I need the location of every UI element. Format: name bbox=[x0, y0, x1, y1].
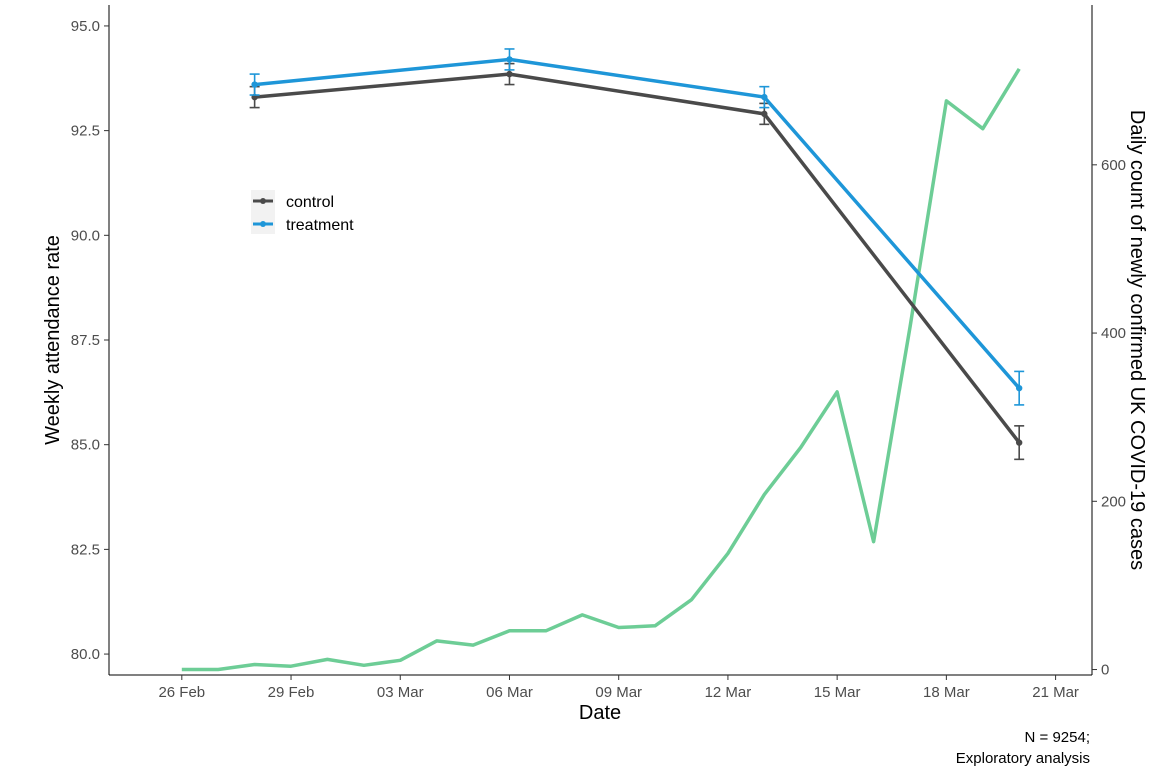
plot-lines bbox=[181, 48, 1025, 672]
x-tick-label: 06 Mar bbox=[486, 684, 533, 701]
y-tick-label: 85.0 bbox=[71, 437, 100, 454]
caption-line-1: N = 9254; bbox=[1025, 729, 1090, 746]
y-tick-label: 80.0 bbox=[71, 646, 100, 663]
x-tick-label: 21 Mar bbox=[1032, 684, 1079, 701]
legend-dot-treatment bbox=[260, 221, 266, 227]
point-control bbox=[1015, 439, 1023, 446]
series-line-covid-cases bbox=[181, 67, 1021, 672]
point-treatment bbox=[506, 56, 513, 63]
y2-ticks: 0 200 400 600 bbox=[1092, 157, 1126, 679]
y-tick-label: 95.0 bbox=[71, 18, 100, 35]
x-ticks: 26 Feb 29 Feb 03 Mar 06 Mar 09 Mar 12 Mar 15 M… bbox=[158, 675, 1079, 701]
x-tick-label: 09 Mar bbox=[595, 684, 642, 701]
series-line-treatment bbox=[254, 57, 1021, 390]
point-treatment bbox=[251, 81, 258, 88]
point-treatment bbox=[761, 93, 768, 101]
legend: control treatment bbox=[251, 190, 354, 234]
y2-tick-label: 600 bbox=[1101, 157, 1126, 174]
point-control bbox=[506, 70, 513, 78]
y-tick-label: 87.5 bbox=[71, 332, 100, 349]
x-tick-label: 12 Mar bbox=[705, 684, 752, 701]
y2-tick-label: 200 bbox=[1101, 493, 1126, 510]
y-tick-label: 90.0 bbox=[71, 227, 100, 244]
y-axis-title: Weekly attendance rate bbox=[42, 235, 64, 445]
y-ticks: 80.0 82.5 85.0 87.5 90.0 92.5 95.0 bbox=[71, 18, 109, 663]
y2-axis-title: Daily count of newly confirmed UK COVID-… bbox=[1126, 110, 1148, 570]
point-treatment bbox=[1015, 384, 1023, 392]
legend-dot-control bbox=[260, 198, 266, 204]
y-tick-label: 82.5 bbox=[71, 541, 100, 558]
x-tick-label: 26 Feb bbox=[158, 684, 205, 701]
y2-tick-label: 400 bbox=[1101, 325, 1126, 342]
series-line-control bbox=[254, 72, 1021, 444]
x-tick-label: 15 Mar bbox=[814, 684, 861, 701]
x-tick-label: 03 Mar bbox=[377, 684, 424, 701]
x-tick-label: 18 Mar bbox=[923, 684, 970, 701]
legend-label-control: control bbox=[286, 194, 334, 211]
y-tick-label: 92.5 bbox=[71, 123, 100, 140]
x-tick-label: 29 Feb bbox=[268, 684, 315, 701]
y2-tick-label: 0 bbox=[1101, 662, 1109, 679]
legend-label-treatment: treatment bbox=[286, 217, 354, 234]
x-axis-title: Date bbox=[579, 702, 621, 724]
point-control bbox=[761, 110, 768, 118]
caption-line-2: Exploratory analysis bbox=[956, 750, 1090, 767]
